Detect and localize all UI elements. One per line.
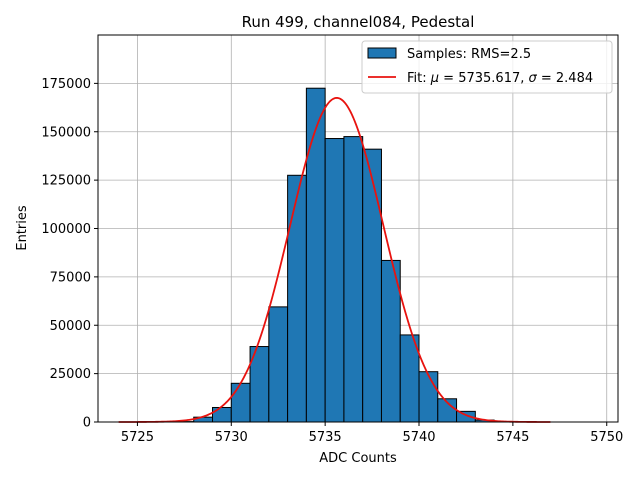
fit-curve (118, 97, 551, 423)
legend-samples-swatch (367, 47, 397, 59)
y-axis-title: Entries (15, 205, 30, 251)
y-tick-label: 175000 (41, 77, 91, 92)
x-axis-ticks: 5725 5730 5735 5740 5745 5750 (121, 422, 623, 445)
chart-title: Run 499, channel084, Pedestal (242, 13, 475, 31)
y-axis-ticks: 0 25000 50000 75000 100000 125000 150000 175000 (41, 77, 98, 431)
histogram-bar (343, 136, 364, 423)
histogram-bar (305, 87, 326, 423)
legend-box (361, 40, 613, 94)
legend-samples-label: Samples: RMS=2.5 (407, 47, 531, 62)
y-tick-label: 50000 (50, 319, 91, 334)
histogram-bar (230, 382, 251, 423)
x-tick-label: 5735 (309, 430, 342, 445)
x-tick-label: 5730 (215, 430, 248, 445)
y-tick-label: 125000 (41, 174, 91, 189)
y-tick-label: 0 (83, 416, 91, 431)
histogram-bars (174, 87, 495, 423)
y-tick-label: 150000 (41, 125, 91, 140)
x-tick-label: 5750 (590, 430, 623, 445)
y-tick-label: 75000 (50, 270, 91, 285)
histogram-bar (287, 174, 307, 423)
legend-fit-label: Fit: μ = 5735.617, σ = 2.484 (407, 71, 593, 86)
x-axis-title: ADC Counts (319, 451, 397, 466)
y-tick-label: 100000 (41, 222, 91, 237)
x-tick-label: 5740 (402, 430, 435, 445)
fit-curve-group (118, 97, 551, 423)
histogram-bar (324, 138, 345, 423)
x-tick-label: 5725 (121, 430, 154, 445)
x-tick-label: 5745 (496, 430, 529, 445)
histogram-bar (418, 371, 439, 423)
legend: Samples: RMS=2.5 Fit: μ = 5735.617, σ = … (361, 40, 613, 94)
y-tick-label: 25000 (50, 367, 91, 382)
histogram-bar (362, 148, 382, 423)
histogram-bar (268, 306, 289, 423)
histogram-bar (212, 406, 232, 423)
